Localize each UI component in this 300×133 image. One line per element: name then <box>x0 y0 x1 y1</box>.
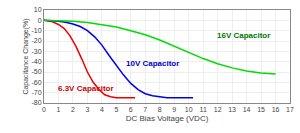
svg-text:-40: -40 <box>31 58 41 65</box>
svg-text:10V Capacitor: 10V Capacitor <box>126 59 179 68</box>
svg-text:9: 9 <box>172 106 176 113</box>
svg-text:17: 17 <box>286 106 294 113</box>
svg-text:-30: -30 <box>31 48 41 55</box>
svg-text:12: 12 <box>214 106 222 113</box>
svg-text:6.3V Capacitor: 6.3V Capacitor <box>58 84 114 93</box>
svg-text:-60: -60 <box>31 79 41 86</box>
svg-text:5: 5 <box>114 106 118 113</box>
svg-text:15: 15 <box>257 106 265 113</box>
svg-text:4: 4 <box>100 106 104 113</box>
svg-text:14: 14 <box>243 106 251 113</box>
svg-text:6: 6 <box>129 106 133 113</box>
svg-text:-20: -20 <box>31 37 41 44</box>
svg-text:DC Bias Voltage (VDC): DC Bias Voltage (VDC) <box>126 114 209 123</box>
svg-text:2: 2 <box>71 106 75 113</box>
svg-text:Capacitance Change(%): Capacitance Change(%) <box>22 18 30 94</box>
svg-text:3: 3 <box>85 106 89 113</box>
svg-text:0: 0 <box>42 106 46 113</box>
svg-text:16V Capacitor: 16V Capacitor <box>217 31 270 40</box>
svg-text:13: 13 <box>228 106 236 113</box>
svg-text:-70: -70 <box>31 89 41 96</box>
svg-text:11: 11 <box>200 106 207 113</box>
svg-text:0: 0 <box>38 17 42 24</box>
svg-text:-50: -50 <box>31 68 41 75</box>
svg-text:-10: -10 <box>31 27 41 34</box>
svg-text:-80: -80 <box>31 99 41 106</box>
svg-text:1: 1 <box>57 106 61 113</box>
svg-text:16: 16 <box>272 106 280 113</box>
svg-text:7: 7 <box>143 106 147 113</box>
svg-text:10: 10 <box>34 6 42 13</box>
svg-text:8: 8 <box>158 106 162 113</box>
svg-text:10: 10 <box>185 106 193 113</box>
